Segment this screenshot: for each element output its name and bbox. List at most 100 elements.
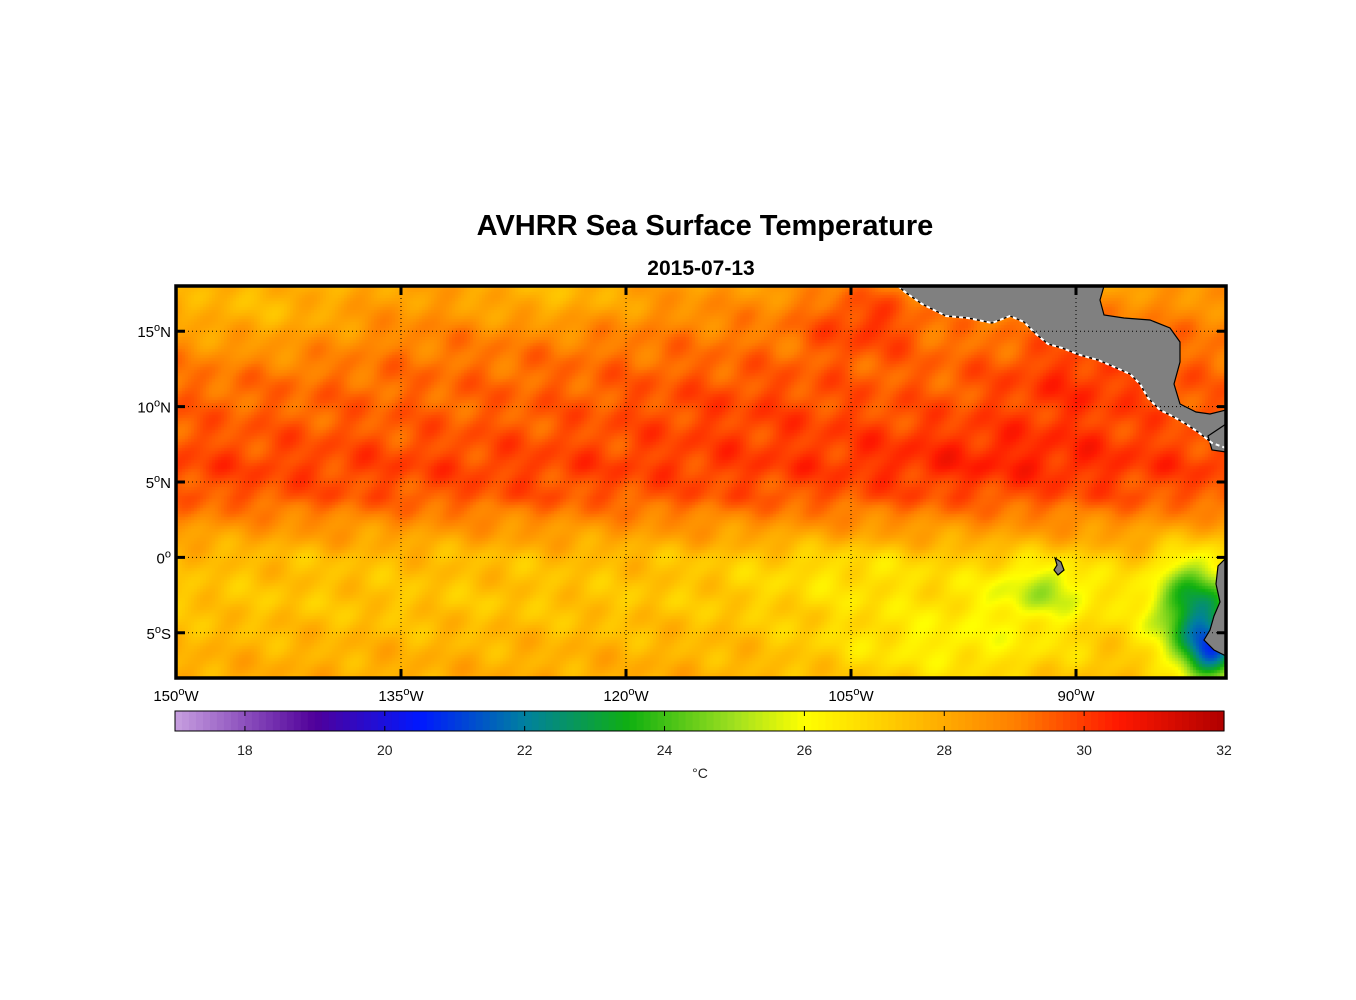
colorbar-swatch bbox=[615, 711, 624, 731]
colorbar-swatch bbox=[937, 711, 945, 731]
colorbar-swatch bbox=[216, 711, 225, 731]
lat-label-3: 0o bbox=[157, 548, 171, 567]
colorbar-swatch bbox=[1189, 711, 1197, 731]
colorbar-swatch bbox=[776, 711, 785, 731]
colorbar-swatch bbox=[755, 711, 764, 731]
colorbar-swatch bbox=[874, 711, 882, 731]
colorbar-swatch bbox=[181, 711, 190, 731]
colorbar-swatch bbox=[699, 711, 708, 731]
lat-label-1: 10oN bbox=[137, 398, 171, 417]
colorbar-swatch bbox=[1035, 711, 1043, 731]
colorbar-swatch bbox=[993, 711, 1001, 731]
colorbar-swatch bbox=[1077, 711, 1085, 731]
colorbar-swatch bbox=[1217, 711, 1225, 731]
colorbar-swatch bbox=[1007, 711, 1015, 731]
colorbar-swatch bbox=[713, 711, 722, 731]
colorbar-swatch bbox=[1203, 711, 1211, 731]
colorbar-swatch bbox=[1119, 711, 1127, 731]
colorbar-swatch bbox=[965, 711, 973, 731]
colorbar-swatch bbox=[447, 711, 456, 731]
colorbar-swatch bbox=[1182, 711, 1190, 731]
colorbar-swatch bbox=[188, 711, 197, 731]
colorbar-swatch bbox=[475, 711, 484, 731]
colorbar-swatch bbox=[818, 711, 826, 731]
colorbar-swatch bbox=[986, 711, 994, 731]
colorbar-swatch bbox=[1056, 711, 1064, 731]
lat-label-0: 15oN bbox=[137, 322, 171, 341]
colorbar-swatch bbox=[1070, 711, 1078, 731]
land-galapagos bbox=[1053, 556, 1065, 576]
land-panama-colombia bbox=[1207, 423, 1226, 453]
colorbar-swatch bbox=[860, 711, 868, 731]
lon-label-3: 105oW bbox=[828, 686, 874, 705]
colorbar-swatch bbox=[657, 711, 666, 731]
colorbar-swatch bbox=[1105, 711, 1113, 731]
colorbar: 18 20 22 24 26 28 30 32 °C bbox=[174, 710, 1232, 781]
colorbar-swatch bbox=[398, 711, 407, 731]
colorbar-swatch bbox=[307, 711, 316, 731]
colorbar-swatch bbox=[1021, 711, 1029, 731]
colorbar-swatch bbox=[496, 711, 505, 731]
colorbar-swatch bbox=[762, 711, 771, 731]
colorbar-swatch bbox=[664, 711, 673, 731]
colorbar-swatch bbox=[594, 711, 603, 731]
colorbar-swatch bbox=[867, 711, 875, 731]
colorbar-swatch bbox=[909, 711, 917, 731]
colorbar-swatch bbox=[251, 711, 260, 731]
colorbar-swatch bbox=[1210, 711, 1218, 731]
colorbar-swatch bbox=[489, 711, 498, 731]
colorbar-swatch bbox=[804, 711, 812, 731]
chart-title: AVHRR Sea Surface Temperature bbox=[477, 210, 934, 242]
colorbar-swatch bbox=[1140, 711, 1148, 731]
colorbar-swatch bbox=[482, 711, 491, 731]
colorbar-swatch bbox=[195, 711, 204, 731]
colorbar-swatch bbox=[678, 711, 687, 731]
colorbar-swatch bbox=[202, 711, 211, 731]
colorbar-swatch bbox=[1049, 711, 1057, 731]
lon-label-4: 90oW bbox=[1058, 686, 1096, 705]
lat-label-4: 5oS bbox=[147, 624, 171, 643]
colorbar-swatch bbox=[573, 711, 582, 731]
colorbar-swatch bbox=[643, 711, 652, 731]
colorbar-swatch bbox=[370, 711, 379, 731]
colorbar-swatch bbox=[1168, 711, 1176, 731]
colorbar-swatch bbox=[895, 711, 903, 731]
colorbar-swatch bbox=[825, 711, 833, 731]
colorbar-swatch bbox=[853, 711, 861, 731]
map-plot-area bbox=[174, 284, 1228, 680]
colorbar-swatch bbox=[524, 711, 533, 731]
colorbar-swatch bbox=[734, 711, 743, 731]
colorbar-swatch bbox=[1028, 711, 1036, 731]
colorbar-swatches bbox=[175, 711, 1225, 731]
colorbar-swatch bbox=[1147, 711, 1155, 731]
colorbar-swatch bbox=[769, 711, 778, 731]
colorbar-swatch bbox=[636, 711, 645, 731]
colorbar-swatch bbox=[720, 711, 729, 731]
colorbar-swatch bbox=[293, 711, 302, 731]
colorbar-swatch bbox=[580, 711, 589, 731]
colorbar-swatch bbox=[951, 711, 959, 731]
colorbar-swatch bbox=[1175, 711, 1183, 731]
colorbar-swatch bbox=[566, 711, 575, 731]
colorbar-swatch bbox=[1042, 711, 1050, 731]
colorbar-tick-label-4: 26 bbox=[797, 742, 813, 758]
colorbar-swatch bbox=[601, 711, 610, 731]
colorbar-swatch bbox=[426, 711, 435, 731]
colorbar-tick-label-3: 24 bbox=[657, 742, 673, 758]
colorbar-swatch bbox=[923, 711, 931, 731]
colorbar-swatch bbox=[888, 711, 896, 731]
colorbar-tick-label-0: 18 bbox=[237, 742, 253, 758]
colorbar-swatch bbox=[531, 711, 540, 731]
colorbar-swatch bbox=[237, 711, 246, 731]
colorbar-swatch bbox=[517, 711, 526, 731]
latitude-tick-labels: 15oN 10oN 5oN 0o 5oS bbox=[137, 322, 171, 643]
colorbar-swatch bbox=[1112, 711, 1120, 731]
colorbar-swatch bbox=[377, 711, 386, 731]
colorbar-swatch bbox=[1126, 711, 1134, 731]
colorbar-swatch bbox=[321, 711, 330, 731]
colorbar-swatch bbox=[783, 711, 792, 731]
colorbar-tick-label-7: 32 bbox=[1216, 742, 1232, 758]
colorbar-swatch bbox=[503, 711, 512, 731]
colorbar-swatch bbox=[587, 711, 596, 731]
